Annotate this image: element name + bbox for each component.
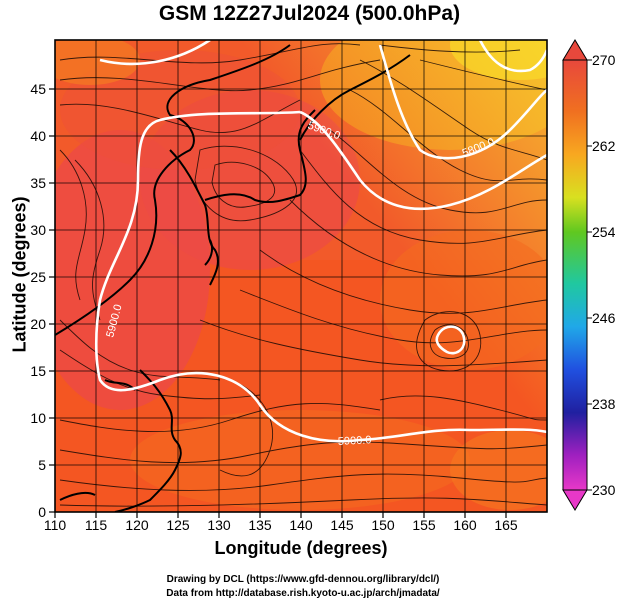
y-tick-label: 0	[38, 504, 46, 520]
colorbar: 270 262 254 246 238 230	[562, 39, 616, 511]
colorbar-label: 246	[592, 310, 616, 326]
x-tick-label: 125	[166, 517, 190, 533]
x-tick-label: 145	[330, 517, 354, 533]
y-tick-label: 30	[30, 222, 46, 238]
colorbar-bottom-triangle	[562, 489, 588, 511]
wind-streamlines	[59, 43, 547, 507]
y-tick-label: 35	[30, 175, 46, 191]
contour-label-4: 5900.0	[338, 434, 372, 448]
y-tick-label: 15	[30, 363, 46, 379]
y-tick-label: 5	[38, 457, 46, 473]
x-tick-label: 115	[85, 517, 108, 533]
height-contours	[94, 40, 547, 443]
colorbar-top-triangle	[562, 39, 588, 61]
credit-drawing: Drawing by DCL (https://www.gfd-dennou.o…	[166, 574, 440, 585]
y-tick-labels: 0 5 10 15 20 25 30 35 40 45	[30, 81, 46, 520]
contour-north-corner	[478, 40, 547, 73]
x-tick-label: 120	[125, 517, 149, 533]
x-tick-label: 150	[371, 517, 395, 533]
x-tick-label: 165	[494, 517, 518, 533]
chart-title: GSM 12Z27Jul2024 (500.0hPa)	[158, 2, 461, 25]
y-tick-label: 25	[30, 269, 46, 285]
y-tick-label: 20	[30, 316, 46, 332]
colorbar-label: 262	[592, 138, 616, 154]
y-tick-label: 10	[30, 410, 46, 426]
colorbar-body	[562, 59, 588, 491]
credit-data: Data from http://database.rish.kyoto-u.a…	[166, 588, 440, 599]
y-axis-label: Latitude (degrees)	[9, 196, 30, 353]
lat-lon-grid	[55, 40, 547, 512]
colorbar-label: 254	[592, 224, 616, 240]
x-axis-label: Longitude (degrees)	[214, 538, 388, 558]
x-tick-label: 140	[289, 517, 313, 533]
x-tick-label: 160	[453, 517, 477, 533]
y-tick-label: 45	[30, 81, 46, 97]
contour-5900-east	[299, 110, 547, 211]
y-tick-label: 40	[30, 128, 46, 144]
contour-5800-north	[99, 40, 211, 66]
coastlines	[55, 44, 411, 512]
colorbar-label: 238	[592, 396, 616, 412]
colorbar-label: 230	[592, 482, 616, 498]
contour-5900-west	[94, 110, 547, 443]
x-tick-label: 130	[207, 517, 231, 533]
tick-marks	[49, 88, 507, 518]
x-tick-label: 110	[44, 517, 67, 533]
x-tick-label: 135	[248, 517, 272, 533]
contour-small-closed	[435, 325, 466, 355]
x-tick-label: 155	[412, 517, 436, 533]
contour-north-east	[378, 44, 547, 160]
colorbar-label: 270	[592, 52, 616, 68]
x-tick-labels: 110 115 120 125 130 135 140 145 150 155 …	[44, 517, 518, 533]
